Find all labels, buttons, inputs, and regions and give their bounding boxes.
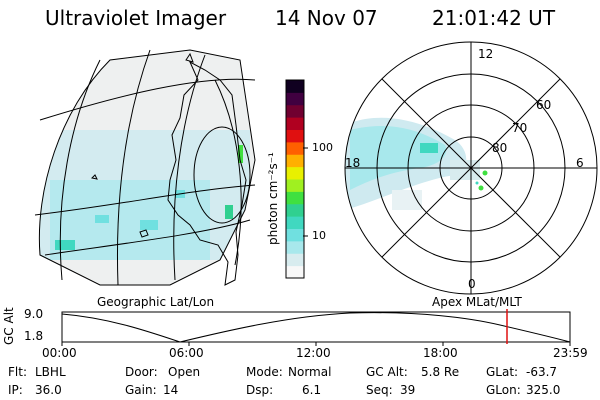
status-mode-value: Normal [288,365,332,379]
geo-auroral-emission [40,130,250,260]
colorbar-frame [285,79,305,279]
mlt-label-18: 18 [345,156,361,170]
colorbar-swatch [286,166,304,180]
geo-graticule [34,49,256,286]
status-ip-label: IP: [8,383,23,397]
date-label: 14 Nov 07 [275,6,378,30]
colorbar-swatch [286,104,304,118]
mlt-label-6: 6 [576,156,584,170]
altitude-curve [61,312,571,343]
colorbar-swatch [286,92,304,106]
coastline [167,60,247,286]
colorbar-swatch [286,191,304,205]
status-ip-value: 36.0 [35,383,62,397]
timeline-xtick: 12:00 [296,346,331,360]
status-gain-label: Gain: [125,383,157,397]
mlt-label-0: 0 [468,277,476,291]
status-glat-label: GLat: [486,365,519,379]
polar-grid [344,41,598,295]
colorbar-swatch [286,129,304,143]
mlt-label-12: 12 [478,47,494,61]
mlat-label-60: 60 [536,98,552,112]
colorbar-tick-10: 10 [312,229,326,242]
timeline-ticks [61,342,571,346]
mlat-label-80: 80 [492,141,508,155]
status-door-label: Door: [125,365,158,379]
geographic-map [34,49,256,286]
status-glon-value: 325.0 [526,383,561,397]
colorbar-swatch [286,253,304,267]
timeline-axis-label: GC Alt [2,307,16,345]
colorbar-swatch [286,228,304,242]
status-flt-label: Flt: [8,365,27,379]
polar-plot [344,41,598,295]
colorbar-swatch [286,154,304,168]
status-seq-value: 39 [400,383,416,397]
timeline-panel [61,309,571,346]
time-label: 21:01:42 UT [432,6,556,30]
colorbar-swatch [286,240,304,254]
status-seq-label: Seq: [366,383,393,397]
coastline-islands [90,52,194,238]
timeline-frame [61,311,571,343]
colorbar [285,79,305,279]
status-glat-value: -63.7 [526,365,558,379]
colorbar-tick-100: 100 [312,141,333,154]
status-dsp-label: Dsp: [246,383,274,397]
geo-map-caption: Geographic Lat/Lon [97,295,215,309]
colorbar-swatch [286,179,304,192]
status-gcalt-label: GC Alt: [366,365,408,379]
instrument-title: Ultraviolet Imager [45,6,227,30]
timeline-xtick: 23:59 [553,346,588,360]
timeline-xtick: 00:00 [42,346,77,360]
colorbar-swatch [286,80,304,93]
status-gain-value: 14 [163,383,179,397]
timeline-xtick: 18:00 [423,346,458,360]
status-door-value: Open [168,365,201,379]
status-gcalt-value: 5.8 Re [421,365,460,379]
polar-plot-caption: Apex MLat/MLT [432,295,522,309]
colorbar-swatch [286,117,304,130]
timeline-xtick: 06:00 [169,346,204,360]
colorbar-ticks [303,147,308,237]
timeline-ytick-min: 1.8 [24,329,44,343]
colorbar-swatch [286,265,304,279]
timeline-ytick-max: 9.0 [24,307,44,321]
colorbar-unit-label: photon cm⁻²s⁻¹ [266,152,280,245]
colorbar-swatch [286,216,304,229]
status-glon-label: GLon: [486,383,521,397]
status-dsp-value: 6.1 [302,383,322,397]
status-flt-value: LBHL [35,365,66,379]
mlat-label-70: 70 [512,121,528,135]
polar-auroral-emission [345,117,488,210]
status-mode-label: Mode: [246,365,283,379]
colorbar-swatch [286,203,304,217]
colorbar-swatch [286,141,304,155]
